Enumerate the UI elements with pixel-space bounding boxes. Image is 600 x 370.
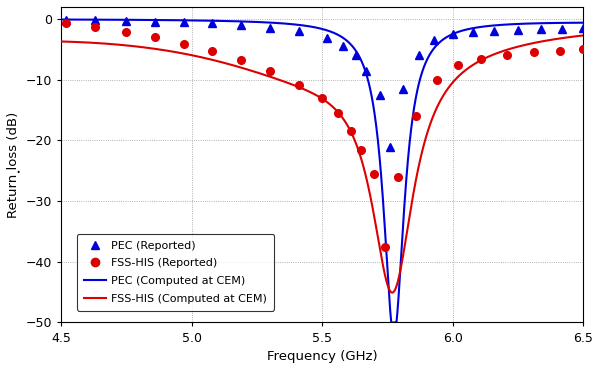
- Text: ·: ·: [15, 164, 20, 182]
- X-axis label: Frequency (GHz): Frequency (GHz): [267, 350, 377, 363]
- Y-axis label: Return loss (dB): Return loss (dB): [7, 112, 20, 218]
- Legend: PEC (Reported), FSS-HIS (Reported), PEC (Computed at CEM), FSS-HIS (Computed at : PEC (Reported), FSS-HIS (Reported), PEC …: [77, 234, 274, 310]
